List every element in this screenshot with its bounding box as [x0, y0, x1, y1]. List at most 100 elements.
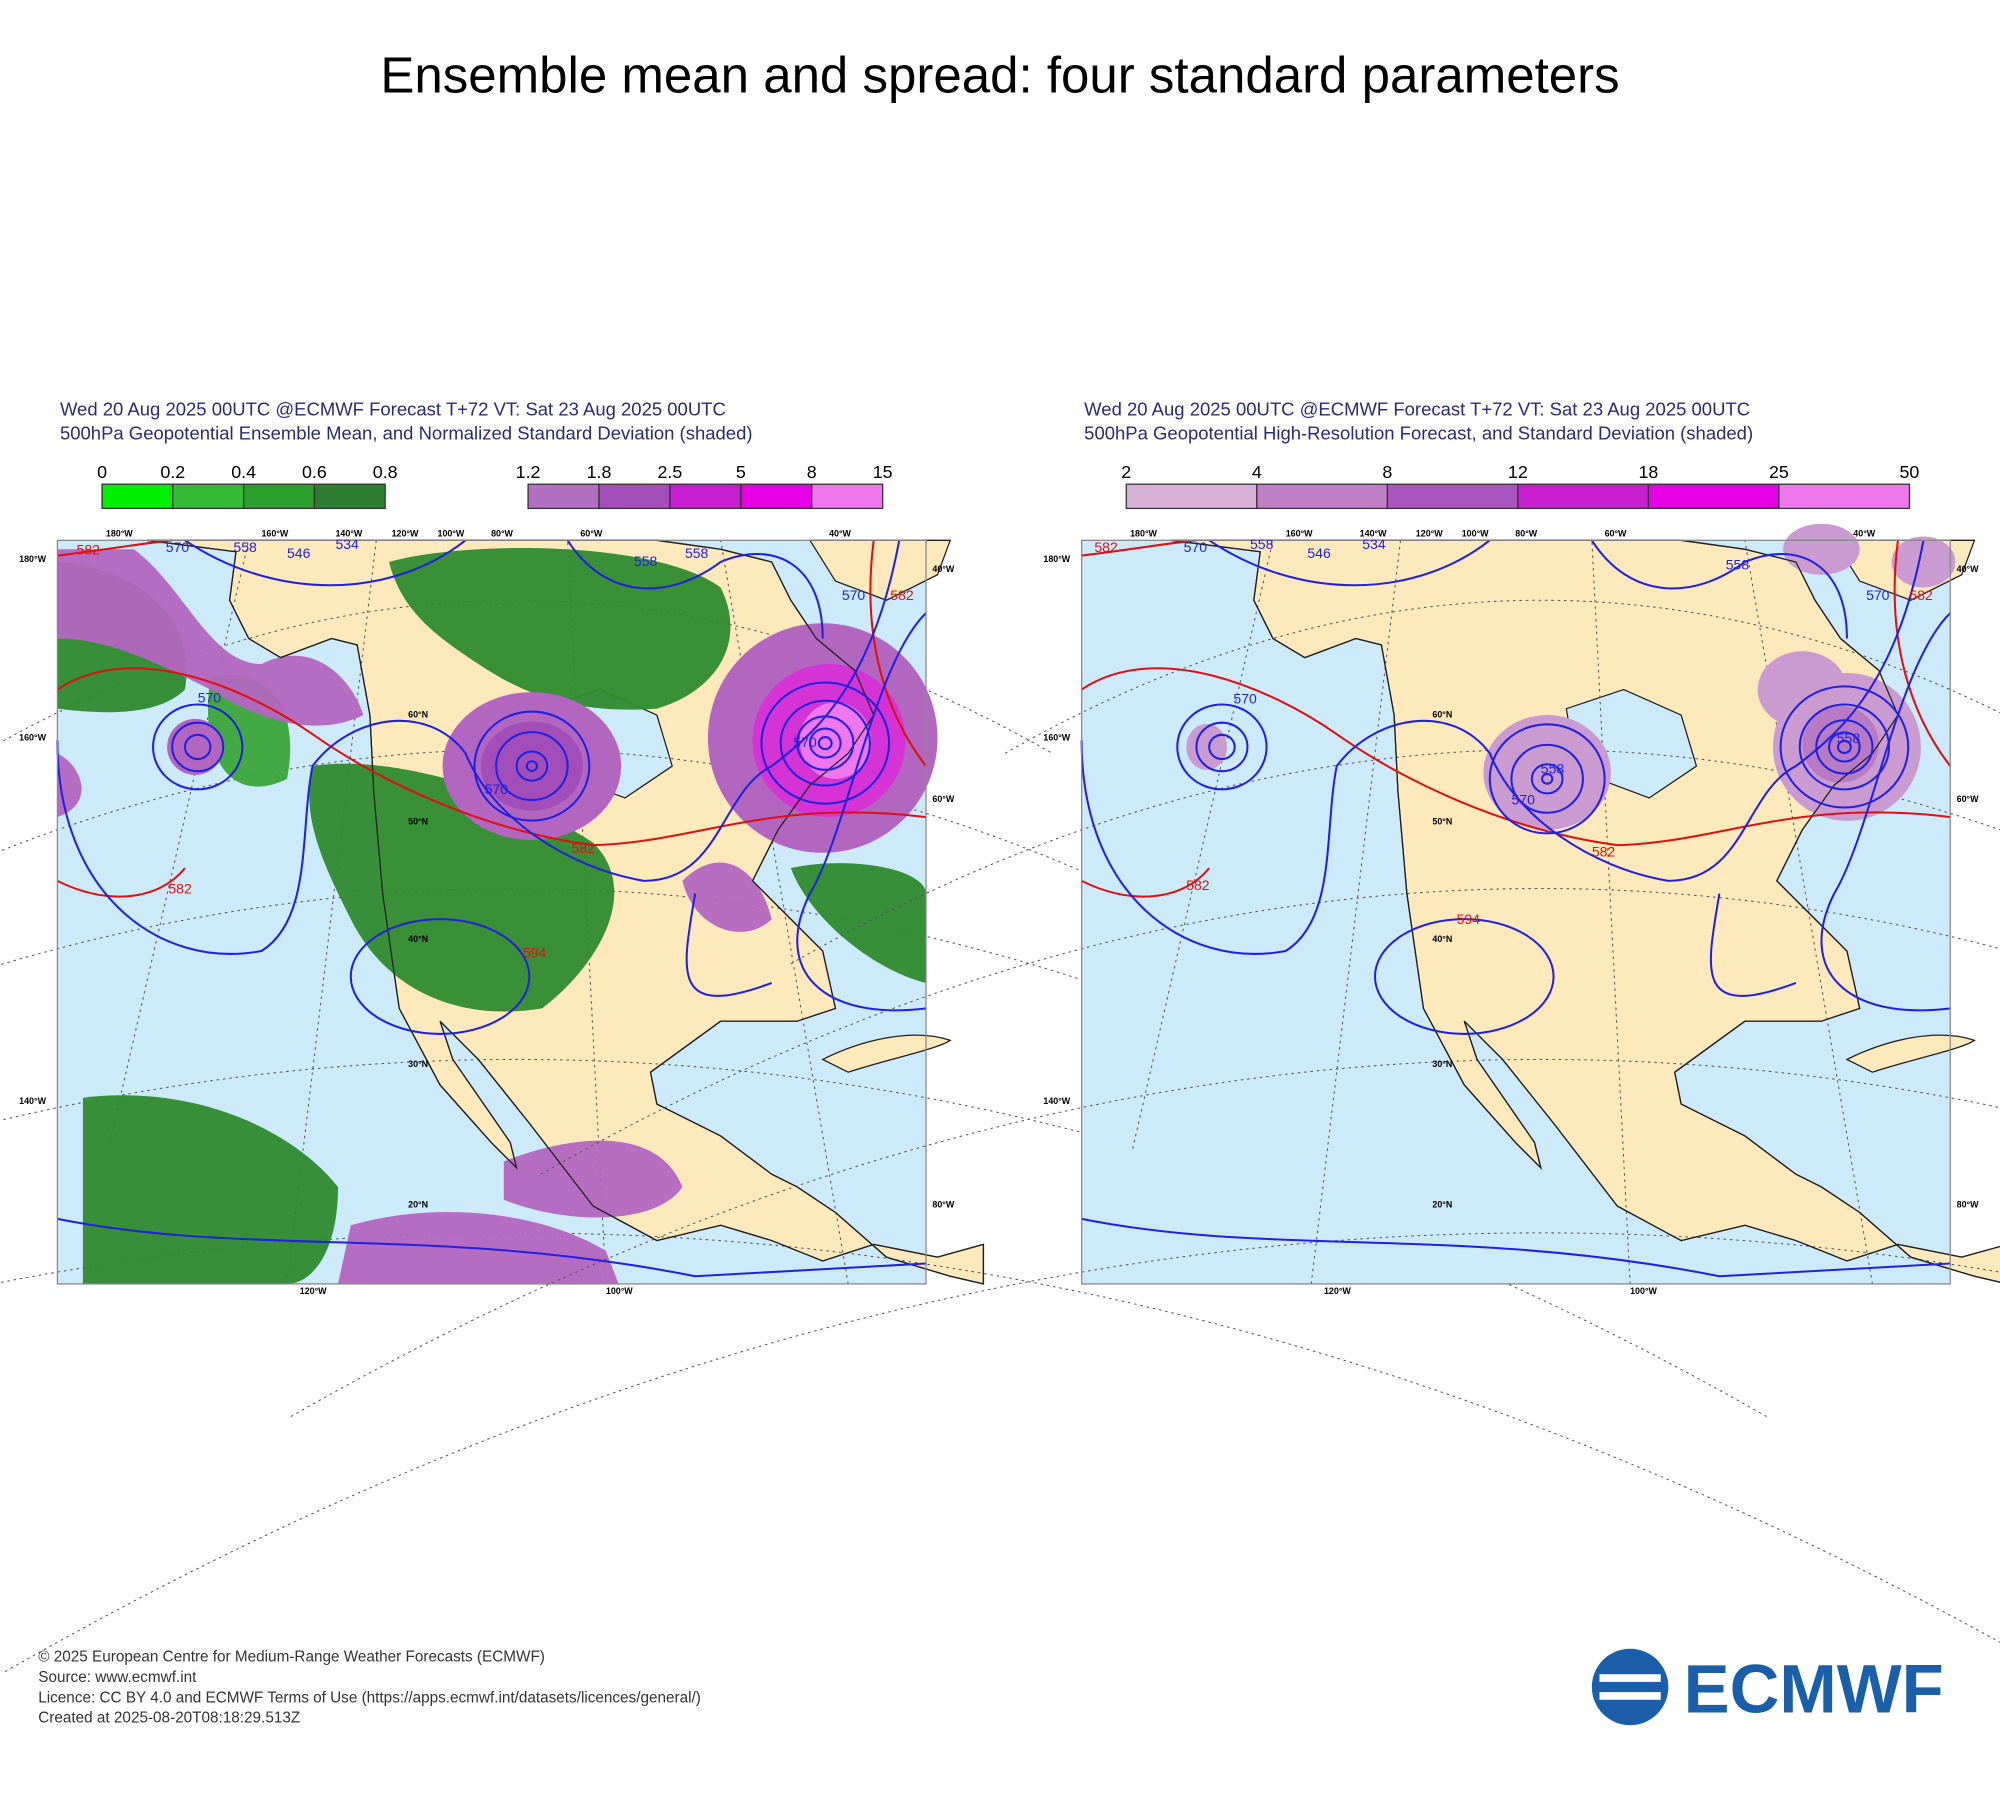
contour — [685, 893, 773, 997]
contour — [1893, 540, 1952, 767]
legend-label: 25 — [1769, 462, 1789, 482]
contour-label: 558 — [1250, 536, 1274, 552]
shading — [1783, 523, 1860, 575]
legend-label: 1.8 — [587, 462, 612, 482]
contour — [57, 1217, 927, 1278]
graticule — [290, 1059, 2000, 1418]
lon-label: 80°W — [1957, 1199, 1979, 1209]
graticule — [1591, 540, 1631, 1284]
lon-label: 180°W — [1130, 528, 1157, 538]
shading — [503, 1140, 683, 1218]
logo-bar — [1599, 1692, 1661, 1700]
lon-label: 120°W — [1324, 1286, 1351, 1296]
contour-label: 570 — [485, 781, 509, 797]
contour-label: 570 — [198, 689, 222, 705]
lon-label: 140°W — [19, 1096, 46, 1106]
legend-swatch — [1256, 483, 1388, 510]
legend-swatch — [1647, 483, 1780, 510]
legend-label: 0.6 — [302, 462, 327, 482]
lon-label: 60°W — [932, 794, 954, 804]
contour — [760, 681, 891, 805]
shading — [57, 549, 364, 726]
contour-label: 582 — [1909, 587, 1933, 603]
contour — [515, 750, 549, 782]
contour-label: 558 — [233, 539, 257, 555]
lat-label: 60°N — [408, 710, 428, 720]
legend-label: 50 — [1900, 462, 1920, 482]
contour — [1820, 612, 1951, 1012]
graticule — [540, 888, 2000, 1175]
legend-swatch — [1386, 483, 1519, 510]
contour-label: 534 — [1362, 536, 1386, 552]
contour — [495, 731, 569, 802]
contour — [566, 539, 824, 639]
legend-label: 2 — [1121, 462, 1131, 482]
legend-label: 2.5 — [657, 462, 682, 482]
contour-label: 570 — [793, 734, 817, 750]
lat-label: 20°N — [408, 1199, 428, 1209]
lon-label: 80°W — [491, 528, 513, 538]
contour — [796, 612, 927, 1012]
contour — [808, 727, 842, 759]
contour — [349, 918, 531, 1035]
lon-label: 40°W — [932, 564, 954, 574]
legend-label: 8 — [807, 462, 817, 482]
contour — [1828, 731, 1861, 763]
lat-label: 40°N — [408, 934, 428, 944]
lon-label: 60°W — [1605, 528, 1627, 538]
contour-label: 582 — [1592, 844, 1616, 860]
land — [1845, 1034, 1976, 1073]
lon-label: 120°W — [1416, 528, 1443, 538]
contour — [1208, 733, 1236, 761]
panel-title: Wed 20 Aug 2025 00UTC @ECMWF Forecast T+… — [1084, 398, 1750, 419]
contour-label: 570 — [1866, 587, 1890, 603]
contour-label: 558 — [1541, 761, 1565, 777]
contour — [183, 733, 212, 761]
legend-label: 5 — [736, 462, 746, 482]
lon-label: 60°W — [580, 528, 602, 538]
contour-label: 582 — [77, 541, 101, 557]
legend-label: 15 — [873, 462, 893, 482]
contour-label: 582 — [1186, 877, 1210, 893]
lat-label: 30°N — [408, 1059, 428, 1069]
lon-label: 80°W — [1515, 528, 1537, 538]
shading — [1483, 715, 1611, 830]
legend-swatch — [740, 483, 813, 510]
contour-label: 570 — [842, 587, 866, 603]
lon-label: 100°W — [606, 1286, 633, 1296]
map-frame — [1080, 539, 1951, 1285]
contour-label: 582 — [571, 840, 595, 856]
legend-label: 0.4 — [231, 462, 256, 482]
lon-label: 100°W — [1462, 528, 1489, 538]
lon-label: 120°W — [300, 1286, 327, 1296]
lon-label: 160°W — [261, 528, 288, 538]
contour-label: 582 — [1094, 539, 1118, 555]
contour-label: 546 — [287, 545, 311, 561]
lat-label: 60°N — [1432, 710, 1452, 720]
contour-label: 594 — [1457, 911, 1481, 927]
legend-swatch — [101, 483, 174, 510]
contour — [1541, 772, 1554, 785]
contour-label: 558 — [685, 545, 709, 561]
contour-label: 570 — [1511, 791, 1535, 807]
legend-swatch — [1778, 483, 1911, 510]
legend-label: 18 — [1638, 462, 1658, 482]
shading — [1891, 536, 1956, 588]
lon-label: 160°W — [1043, 733, 1070, 743]
contour-label: 582 — [890, 587, 914, 603]
contour — [1081, 1217, 1951, 1278]
contour-label: 546 — [1307, 545, 1331, 561]
lon-label: 60°W — [1957, 794, 1979, 804]
shading — [682, 862, 772, 932]
logo-bar — [1599, 1674, 1661, 1682]
lat-label: 30°N — [1432, 1059, 1452, 1069]
lon-label: 140°W — [1360, 528, 1387, 538]
footer-line: Source: www.ecmwf.int — [38, 1669, 197, 1686]
contour — [779, 699, 871, 787]
contour — [796, 715, 855, 771]
contour — [1709, 893, 1797, 997]
shading — [82, 1095, 339, 1284]
lon-label: 180°W — [19, 554, 46, 564]
